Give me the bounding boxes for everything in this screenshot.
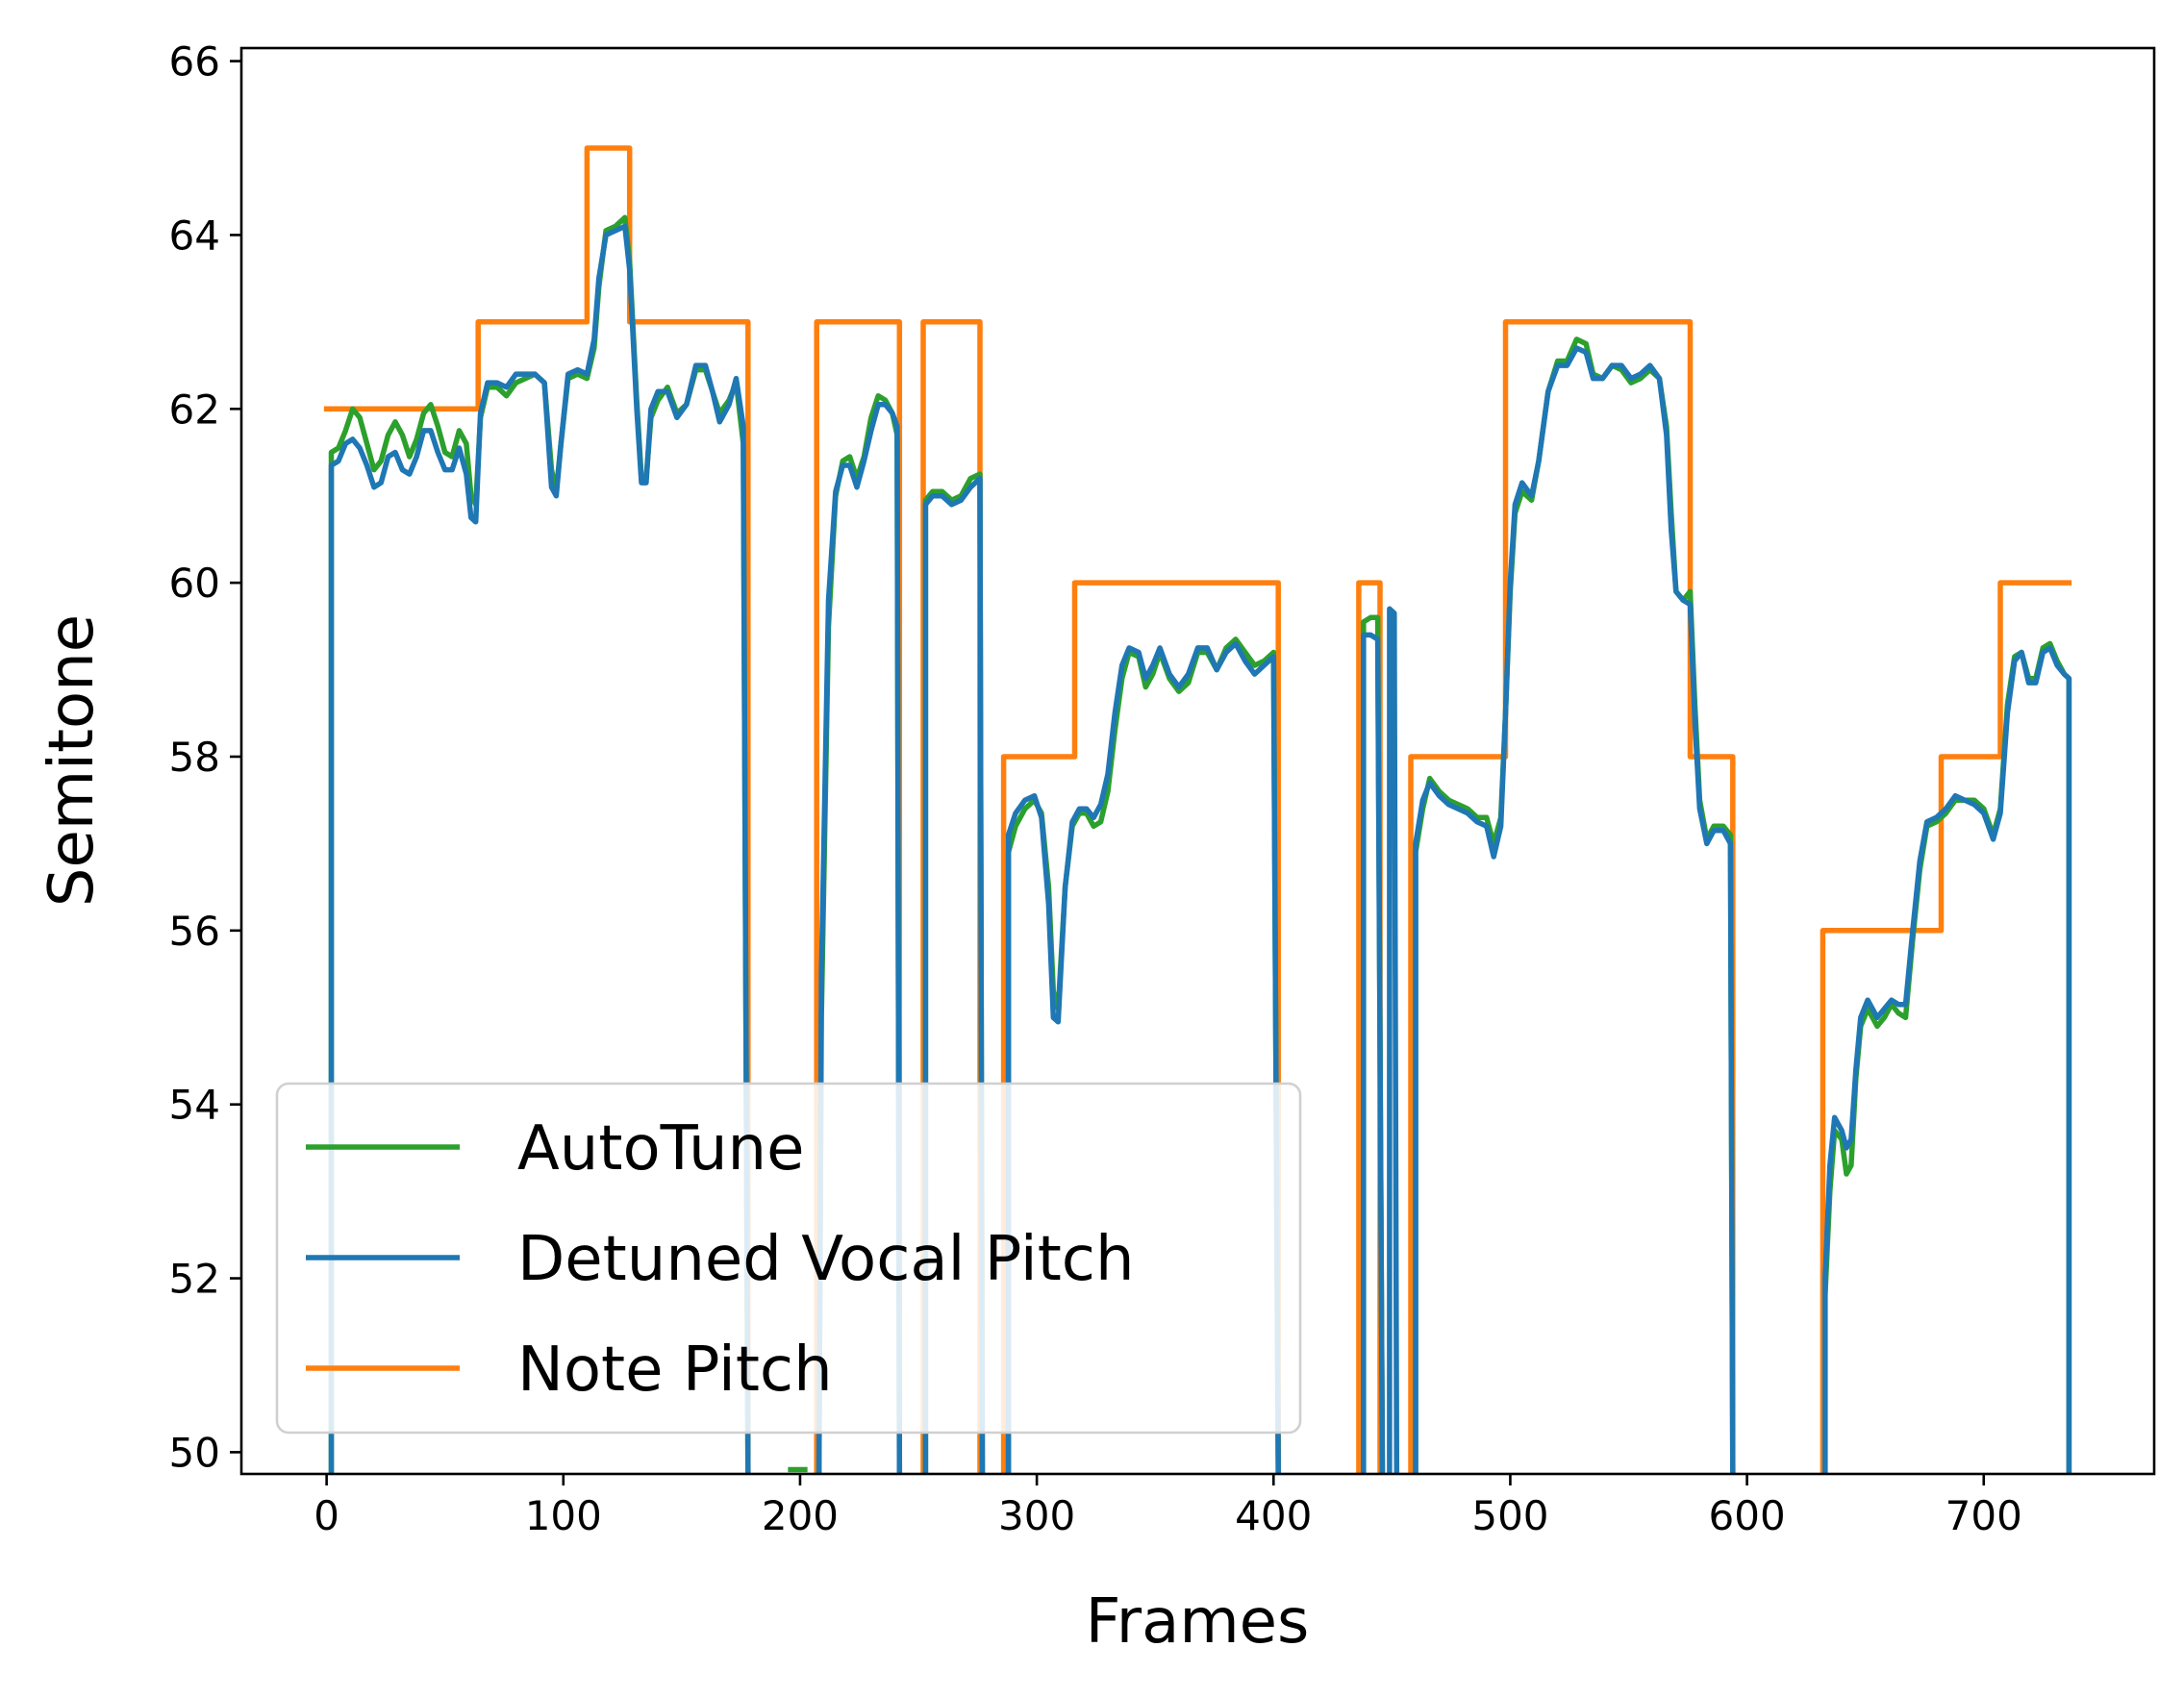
legend-box [275,1082,1302,1435]
series-line-segment [323,145,751,1474]
y-tick-label: 54 [169,1082,220,1129]
y-axis-ticks: 50 52 54 56 58 60 62 64 66 [169,38,241,1476]
legend-label: Note Pitch [517,1335,833,1406]
y-tick-label: 50 [169,1429,220,1476]
y-axis-label: Semitone [37,614,108,907]
x-tick-label: 300 [998,1492,1075,1539]
series-line-segment [816,402,903,1474]
y-tick-label: 64 [169,212,220,259]
y-tick-label: 62 [169,386,220,433]
legend-entry[interactable]: Note Pitch [306,1335,833,1406]
x-tick-label: 700 [1946,1492,2022,1539]
legend[interactable]: AutoTune Detuned Vocal Pitch Note Pitch [275,1082,1302,1435]
x-tick-label: 600 [1709,1492,1786,1539]
y-tick-label: 52 [169,1256,220,1303]
series-line-segment [1822,645,2072,1474]
series-line-segment [922,475,986,1474]
series-line-segment [328,223,751,1474]
x-tick-label: 0 [314,1492,339,1539]
series-line-segment [1000,580,1281,1474]
plot-frame [239,46,2156,1476]
series-line-segment [1005,640,1281,1474]
series-line-segment [1408,319,1736,1474]
series-layer [323,145,2072,1474]
x-tick-label: 400 [1235,1492,1312,1539]
x-axis-ticks: 0 100 200 300 400 500 600 700 [314,1474,2022,1539]
x-axis-label: Frames [1086,1586,1310,1658]
series-line-segment [1387,606,1400,1474]
x-tick-label: 100 [525,1492,602,1539]
y-tick-label: 58 [169,734,220,781]
series-line-segment [1361,632,1386,1474]
y-tick-label: 60 [169,560,220,607]
x-tick-label: 200 [762,1492,839,1539]
legend-label: AutoTune [517,1113,804,1185]
legend-entry[interactable]: AutoTune [306,1113,804,1185]
legend-label: Detuned Vocal Pitch [517,1224,1135,1295]
series-line-segment [922,471,986,1474]
series-detuned-vocal-pitch [328,223,2072,1474]
legend-entry[interactable]: Detuned Vocal Pitch [306,1224,1135,1295]
x-tick-label: 500 [1471,1492,1548,1539]
series-line-segment [1820,580,2072,1474]
series-line-segment [1413,337,1736,1474]
y-tick-label: 56 [169,908,220,955]
series-line-segment [1413,345,1736,1474]
y-tick-label: 66 [169,38,220,86]
